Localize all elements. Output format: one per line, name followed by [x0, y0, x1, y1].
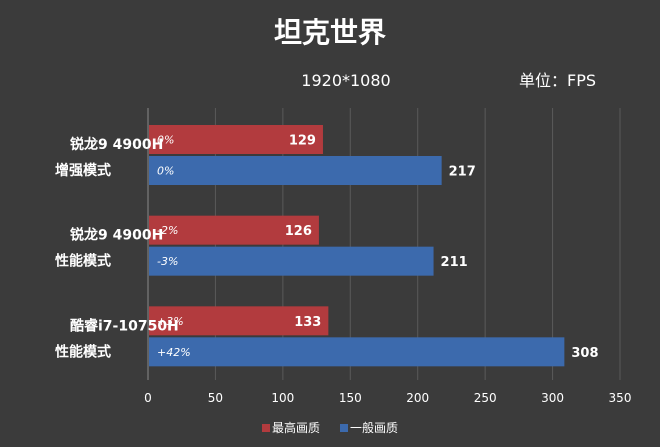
- x-tick-labels: 0 50 100 150 200 250 300 350: [144, 391, 631, 405]
- chart-title: 坦克世界: [274, 16, 386, 49]
- unit-label: 单位：FPS: [519, 71, 596, 90]
- data-label: 211: [441, 255, 468, 270]
- bar-1-0: [149, 156, 442, 185]
- data-label: 308: [571, 346, 598, 361]
- legend-label: 一般画质: [350, 420, 398, 435]
- category-label: 性能模式: [55, 343, 111, 360]
- bar-change-label: -3%: [157, 255, 178, 268]
- bar-1-1: [149, 246, 434, 276]
- category-label: 锐龙9 4900H: [70, 227, 163, 244]
- x-tick-label: 100: [271, 391, 294, 405]
- data-label: 133: [294, 315, 321, 330]
- category-label: 性能模式: [55, 253, 111, 270]
- bar-1-2: [149, 337, 565, 367]
- legend-label: 最高画质: [272, 420, 320, 435]
- bar-change-label: +3%: [157, 315, 184, 328]
- category-label: 锐龙9 4900H: [70, 136, 163, 153]
- bar-change-label: +42%: [157, 346, 191, 359]
- data-label: 126: [285, 224, 312, 239]
- chart-subtitle: 1920*1080: [301, 71, 390, 90]
- x-tick-label: 50: [208, 391, 223, 405]
- legend: 最高画质 一般画质: [262, 420, 398, 435]
- category-label: 增强模式: [55, 162, 111, 179]
- bar-0-2: [149, 306, 329, 336]
- bars-group: 0% 129 0% 217 -2% 126 -3% 211 +3% 133 +42% 308: [149, 125, 599, 367]
- data-label: 129: [289, 134, 316, 149]
- x-tick-label: 150: [339, 391, 362, 405]
- x-tick-label: 0: [144, 391, 152, 405]
- bar-0-1: [149, 215, 319, 245]
- bar-change-label: -2%: [157, 224, 178, 237]
- bar-change-label: 0%: [157, 134, 174, 147]
- bar-0-0: [149, 125, 323, 154]
- bar-change-label: 0%: [157, 165, 174, 178]
- category-label: 酷睿i7-10750H: [70, 317, 179, 334]
- x-tick-label: 300: [541, 391, 564, 405]
- legend-swatch-0: [262, 424, 270, 432]
- x-tick-label: 200: [406, 391, 429, 405]
- x-tick-label: 250: [474, 391, 497, 405]
- x-tick-label: 350: [609, 391, 632, 405]
- legend-swatch-1: [340, 424, 348, 432]
- data-label: 217: [449, 165, 476, 180]
